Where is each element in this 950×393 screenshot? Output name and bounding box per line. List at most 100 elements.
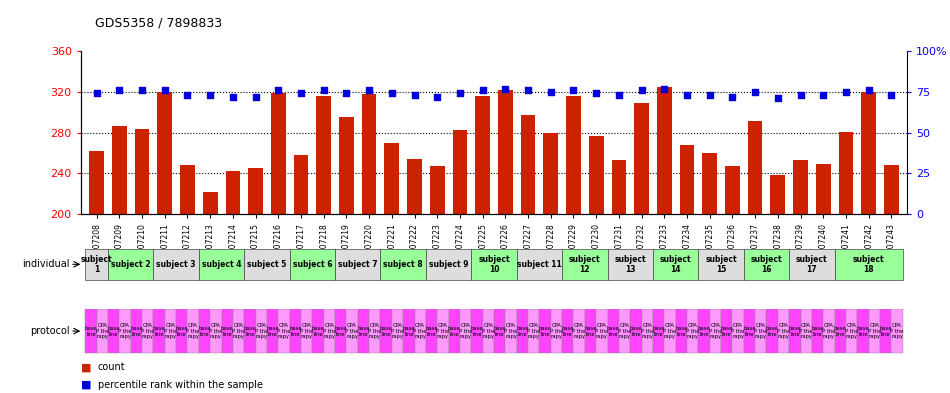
Bar	[748, 121, 763, 214]
Text: base
line: base line	[221, 326, 234, 336]
Text: subject
15: subject 15	[705, 255, 737, 274]
Bar	[339, 118, 353, 214]
Bar	[679, 145, 694, 214]
Text: CPA
P the
rapy: CPA P the rapy	[867, 323, 881, 340]
Bar	[414, 309, 426, 353]
Text: subject
17: subject 17	[796, 255, 827, 274]
Text: base
line: base line	[516, 326, 529, 336]
Bar	[521, 115, 536, 214]
Point	[180, 92, 195, 98]
Bar	[744, 249, 789, 280]
Bar	[608, 309, 618, 353]
Bar	[618, 309, 630, 353]
Text: base
line: base line	[630, 326, 642, 336]
Bar	[180, 165, 195, 214]
Bar	[517, 249, 562, 280]
Text: base
line: base line	[199, 326, 211, 336]
Point	[838, 89, 853, 95]
Bar	[664, 309, 675, 353]
Text: base
line: base line	[788, 326, 801, 336]
Text: CPA
P the
rapy: CPA P the rapy	[300, 323, 314, 340]
Bar	[778, 309, 789, 353]
Bar	[267, 309, 278, 353]
Text: base
line: base line	[857, 326, 869, 336]
Text: base
line: base line	[426, 326, 438, 336]
Text: base
line: base line	[357, 326, 370, 336]
Text: CPA
P the
rapy: CPA P the rapy	[640, 323, 654, 340]
Bar	[225, 171, 240, 214]
Text: GDS5358 / 7898833: GDS5358 / 7898833	[95, 17, 222, 29]
Bar	[835, 249, 902, 280]
Bar	[656, 87, 672, 214]
Bar	[816, 164, 830, 214]
Bar	[385, 143, 399, 214]
Bar	[566, 96, 580, 214]
Text: subject 4: subject 4	[201, 260, 241, 269]
Bar	[868, 309, 880, 353]
Bar	[483, 309, 494, 353]
Text: CPA
P the
rapy: CPA P the rapy	[255, 323, 268, 340]
Text: base
line: base line	[470, 326, 484, 336]
Text: CPA
P the
rapy: CPA P the rapy	[709, 323, 722, 340]
Text: base
line: base line	[493, 326, 506, 336]
Text: CPA
P the
rapy: CPA P the rapy	[323, 323, 336, 340]
Text: CPA
P the
rapy: CPA P the rapy	[459, 323, 472, 340]
Text: base
line: base line	[243, 326, 256, 336]
Bar	[324, 309, 335, 353]
Bar	[256, 309, 267, 353]
Bar	[835, 309, 846, 353]
Bar	[408, 159, 422, 214]
Text: CPA
P the
rapy: CPA P the rapy	[800, 323, 813, 340]
Bar	[517, 309, 528, 353]
Text: individual: individual	[23, 259, 70, 269]
Bar	[721, 309, 732, 353]
Bar	[294, 155, 309, 214]
Bar	[448, 309, 460, 353]
Text: ■: ■	[81, 380, 91, 390]
Bar	[313, 309, 324, 353]
Bar	[589, 136, 603, 214]
Bar	[199, 249, 244, 280]
Point	[112, 87, 127, 94]
Text: CPA
P the
rapy: CPA P the rapy	[482, 323, 495, 340]
Bar	[585, 309, 597, 353]
Point	[452, 90, 467, 97]
Bar	[857, 309, 868, 353]
Point	[634, 87, 649, 94]
Point	[157, 87, 172, 94]
Text: base
line: base line	[448, 326, 461, 336]
Point	[656, 85, 672, 92]
Bar	[597, 309, 608, 353]
Bar	[574, 309, 585, 353]
Bar	[391, 309, 403, 353]
Bar	[244, 309, 256, 353]
Text: base
line: base line	[697, 326, 711, 336]
Point	[429, 94, 445, 100]
Bar	[426, 309, 437, 353]
Text: subject 8: subject 8	[384, 260, 423, 269]
Point	[748, 89, 763, 95]
Point	[225, 94, 240, 100]
Text: base
line: base line	[403, 326, 415, 336]
Bar	[770, 175, 786, 214]
Bar	[202, 192, 218, 214]
Bar	[362, 94, 376, 214]
Text: CPA
P the
rapy: CPA P the rapy	[504, 323, 518, 340]
Bar	[221, 309, 233, 353]
Point	[793, 92, 808, 98]
Point	[725, 94, 740, 100]
Point	[339, 90, 354, 97]
Point	[135, 87, 150, 94]
Bar	[801, 309, 812, 353]
Text: CPA
P the
rapy: CPA P the rapy	[618, 323, 632, 340]
Point	[611, 92, 626, 98]
Text: subject 5: subject 5	[247, 260, 287, 269]
Bar	[653, 249, 698, 280]
Text: subject
14: subject 14	[660, 255, 692, 274]
Bar	[698, 309, 710, 353]
Text: CPA
P the
rapy: CPA P the rapy	[186, 323, 200, 340]
Bar	[551, 309, 562, 353]
Bar	[789, 249, 835, 280]
Bar	[744, 309, 755, 353]
Point	[294, 90, 309, 97]
